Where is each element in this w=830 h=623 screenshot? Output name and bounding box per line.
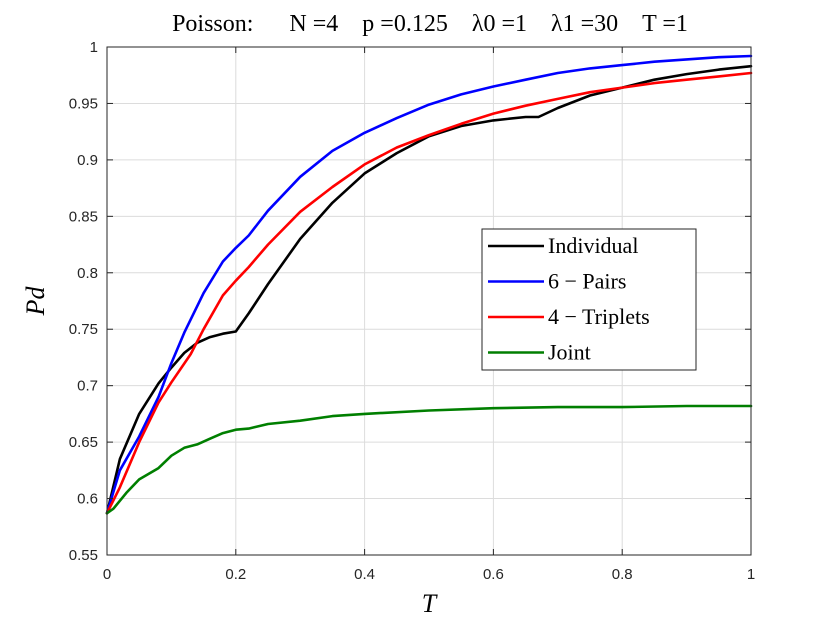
y-tick-label: 0.55 [69,547,98,564]
y-axis-label: Pd [21,286,50,317]
y-tick-label: 0.6 [77,491,98,508]
y-tick-label: 0.9 [77,152,98,169]
y-tick-label: 0.8 [77,265,98,282]
x-tick-label: 0.8 [612,566,633,583]
x-axis-label: T [422,589,438,618]
x-tick-label: 0.2 [225,566,246,583]
series-line-4 [105,404,753,515]
series-line-1 [105,64,753,515]
legend-label: Joint [548,340,591,365]
y-tick-label: 0.7 [77,378,98,395]
legend-label: 6 − Pairs [548,269,626,294]
x-tick-label: 1 [747,566,755,583]
legend-label: 4 − Triplets [548,304,650,329]
y-tick-label: 0.85 [69,208,98,225]
x-tick-label: 0.4 [354,566,375,583]
plot-frame [106,46,752,556]
legend-label: Individual [548,233,638,258]
series-line-3 [105,71,753,515]
series-layer [105,54,753,515]
chart-title: Poisson: N =4 p =0.125 λ0 =1 λ1 =30 T =1 [172,11,688,37]
legend: Individual 6 − Pairs 4 − Triplets Joint [481,228,697,371]
y-tick-label: 0.65 [69,434,98,451]
x-tick-label: 0 [103,566,111,583]
legend-box [481,228,697,371]
y-tick-label: 1 [90,39,98,56]
x-tick-label: 0.6 [483,566,504,583]
series-line-2 [105,54,753,515]
y-tick-label: 0.95 [69,95,98,112]
y-tick-label: 0.75 [69,321,98,338]
ticks: 0 0.2 0.4 0.6 0.8 1 0.55 0.6 0.65 0.7 0.75 0.8 0.85 0… [69,39,755,583]
